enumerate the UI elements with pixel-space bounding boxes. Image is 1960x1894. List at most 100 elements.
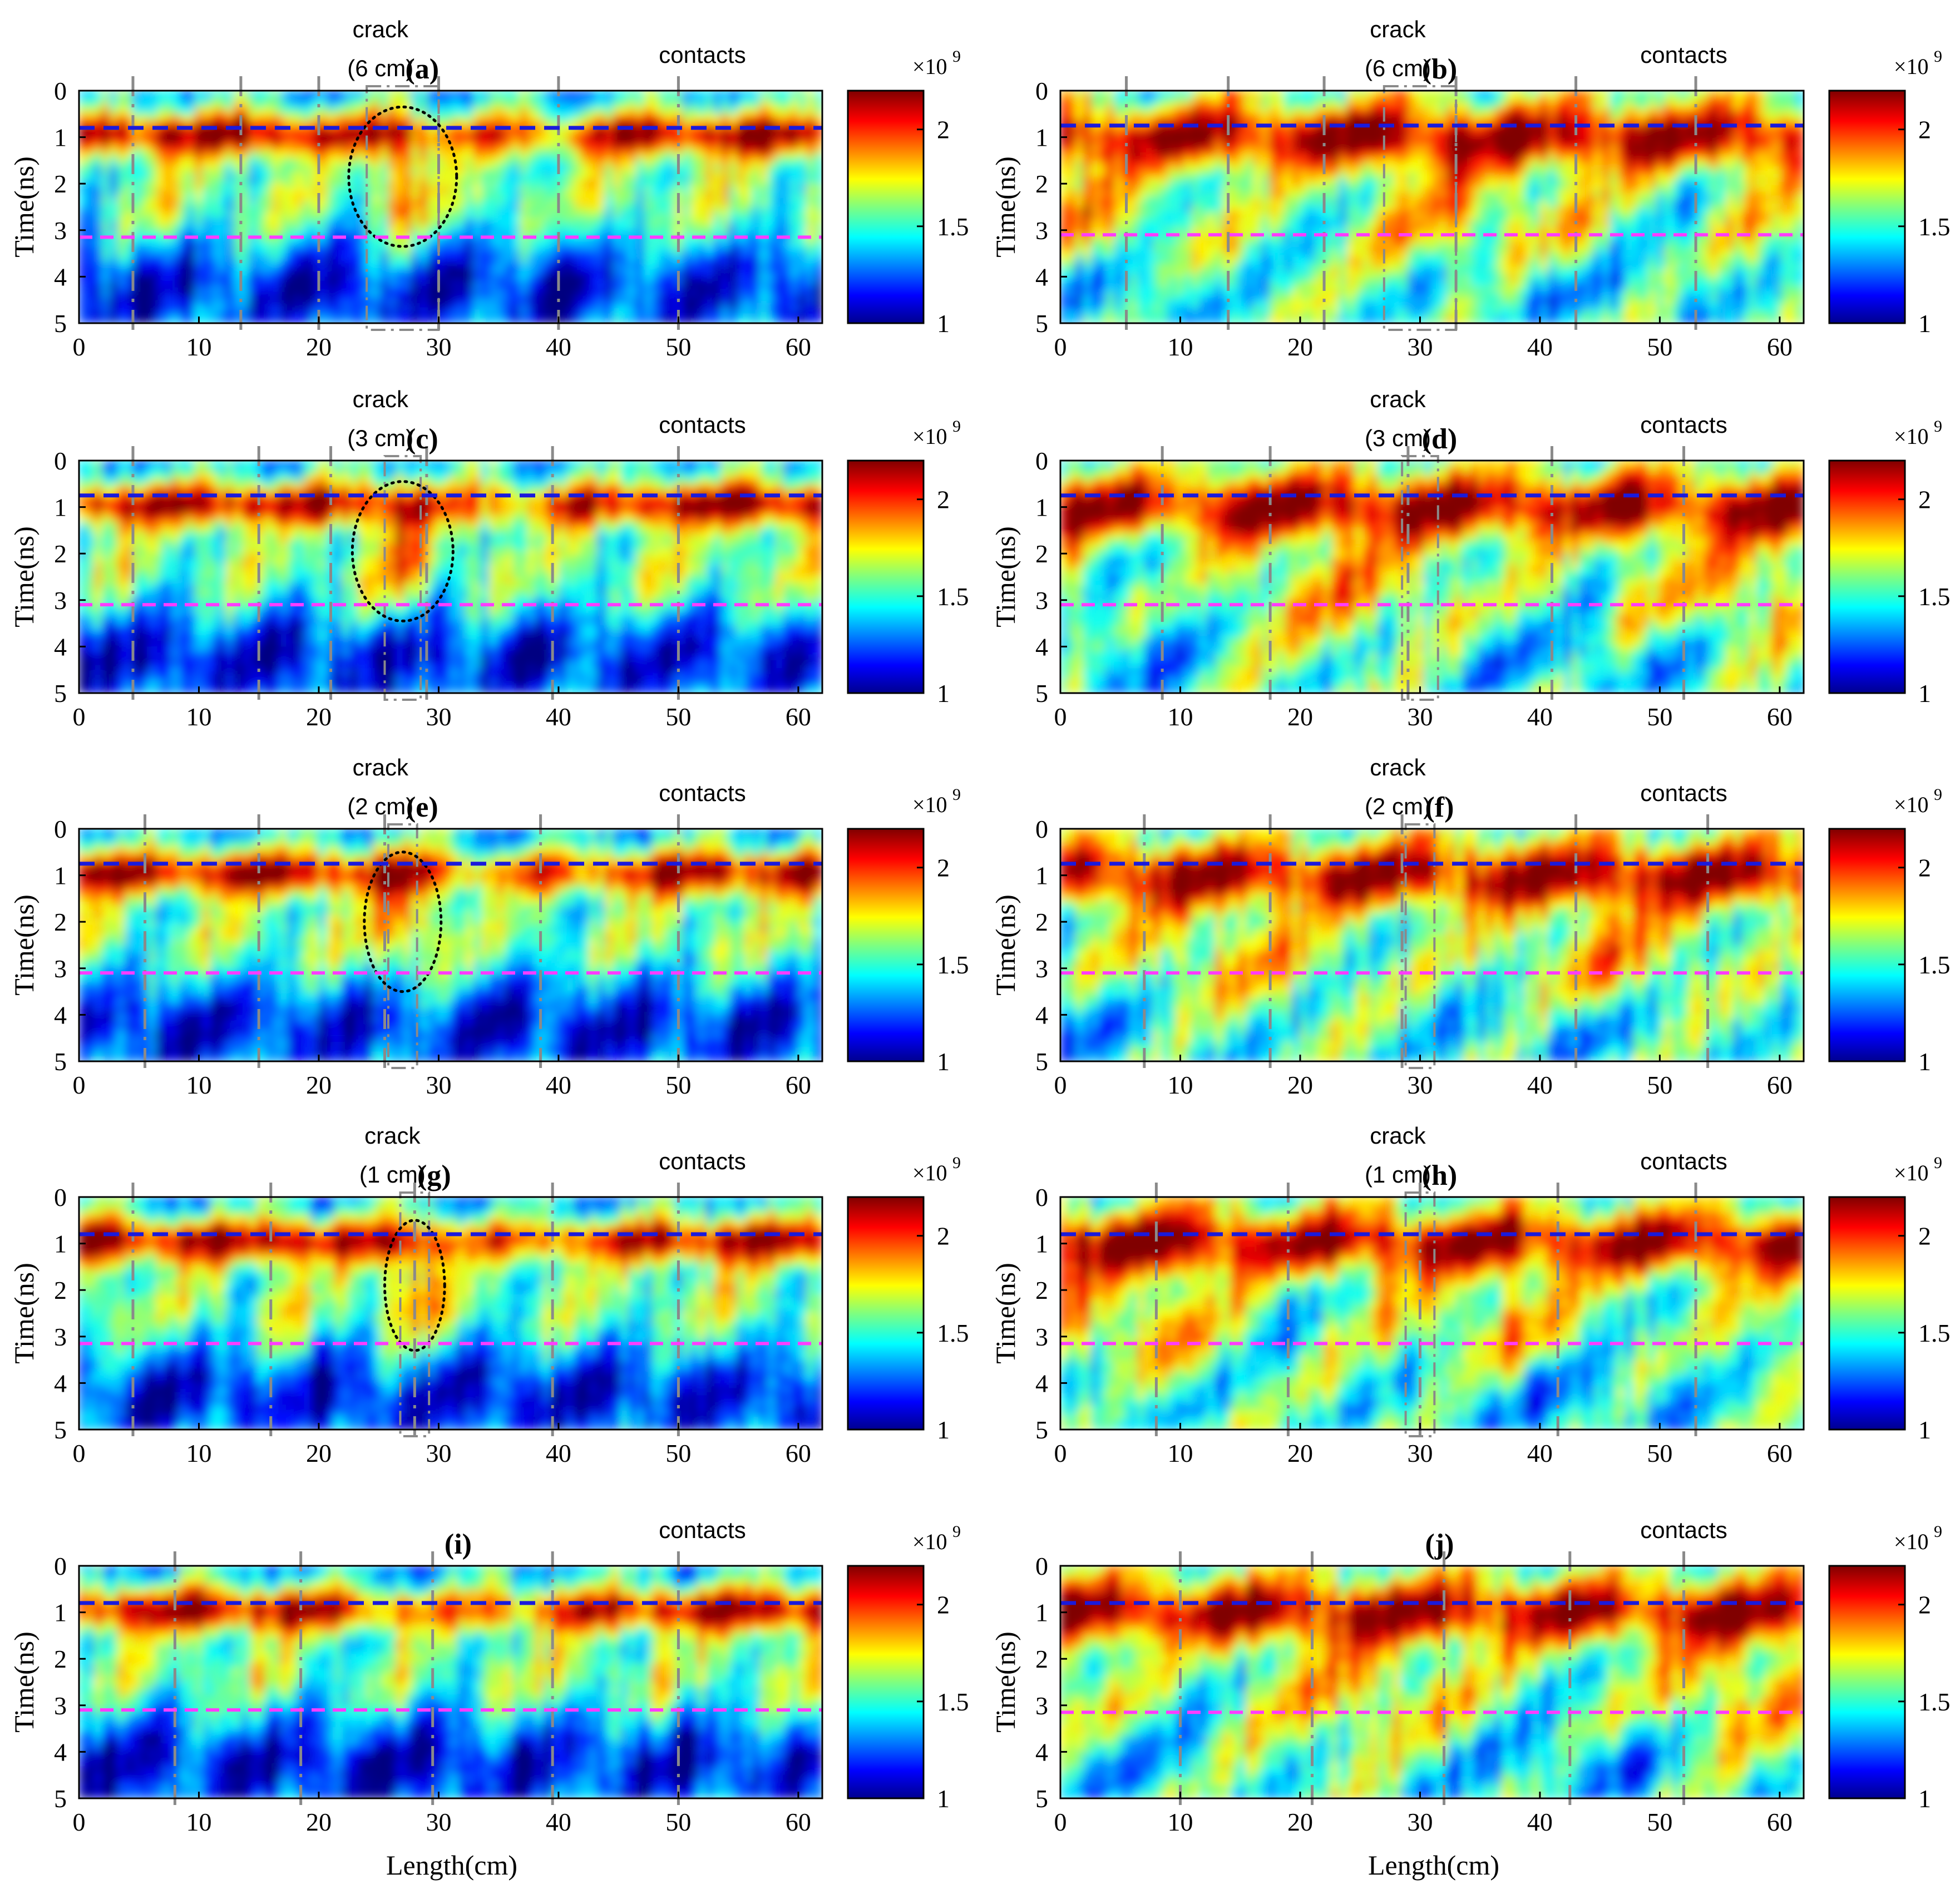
- crack-box: [1401, 455, 1439, 701]
- x-tick-label: 0: [1054, 1439, 1067, 1467]
- panel-d: 0 10 20 30 40 50 60 0 1 2 3 4 5 Time(ns) (d) crack (3 cm…: [990, 386, 1951, 731]
- plot-frame: [78, 828, 823, 1062]
- colorbar-tick-label: 1.5: [937, 212, 969, 241]
- x-tick-label: 30: [426, 703, 451, 731]
- y-tick-label: 3: [54, 1692, 67, 1720]
- x-tick-label: 20: [306, 1808, 332, 1836]
- y-tick-label: 0: [1035, 1183, 1048, 1211]
- y-tick-label: 0: [54, 815, 67, 843]
- crack-label: crack: [353, 386, 409, 412]
- y-tick-label: 5: [1035, 679, 1048, 708]
- y-tick-label: 4: [1035, 263, 1048, 291]
- x-tick-label: 30: [426, 1071, 451, 1099]
- x-tick-label: 20: [1287, 1808, 1313, 1836]
- x-tick-label: 20: [306, 1439, 332, 1467]
- panel-c: 0 10 20 30 40 50 60 0 1 2 3 4 5 Time(ns) (c) crack (3 cm…: [8, 386, 969, 731]
- panel-letter: (i): [445, 1529, 472, 1560]
- x-axis-label-right: Length(cm): [1368, 1850, 1499, 1881]
- x-tick-label: 30: [1407, 1071, 1433, 1099]
- colorbar-exponent: ×10: [912, 54, 947, 79]
- y-tick-label: 0: [1035, 447, 1048, 475]
- y-tick-label: 4: [1035, 1001, 1048, 1029]
- x-tick-label: 0: [1054, 333, 1067, 361]
- crack-box: [399, 1191, 431, 1437]
- colorbar-tick-label: 1.5: [1918, 1319, 1951, 1347]
- y-tick-label: 5: [1035, 309, 1048, 338]
- colorbar: [1828, 459, 1906, 694]
- x-tick-label: 0: [73, 1439, 86, 1467]
- colorbar-tick-label: 2: [1918, 854, 1931, 882]
- colorbar-exponent-power: 9: [952, 1154, 961, 1172]
- x-tick-label: 40: [546, 703, 571, 731]
- y-tick-label: 3: [54, 216, 67, 245]
- y-tick-label: 3: [1035, 1692, 1048, 1720]
- colorbar: [1828, 1565, 1906, 1799]
- y-tick-label: 4: [1035, 632, 1048, 661]
- plot-frame: [78, 1196, 823, 1431]
- y-tick-label: 4: [1035, 1369, 1048, 1397]
- anomaly-ellipse: [350, 480, 455, 622]
- y-tick-label: 3: [1035, 216, 1048, 245]
- y-tick-label: 3: [54, 586, 67, 615]
- anomaly-ellipse: [383, 1219, 446, 1352]
- colorbar-exponent: ×10: [912, 1529, 947, 1554]
- plot-frame: [1059, 1565, 1805, 1799]
- y-tick-label: 4: [54, 1738, 67, 1766]
- x-tick-label: 0: [73, 1071, 86, 1099]
- heatmap-a: [79, 91, 822, 323]
- plot-frame: [1059, 90, 1805, 324]
- panel-j: 0 10 20 30 40 50 60 0 1 2 3 4 5 Time(ns) (j) contacts 2 1…: [990, 1517, 1951, 1836]
- y-tick-label: 2: [54, 540, 67, 568]
- x-tick-label: 20: [1287, 1071, 1313, 1099]
- colorbar-tick-label: 1.5: [1918, 212, 1951, 241]
- panel-letter: (h): [1422, 1160, 1458, 1191]
- contacts-label: contacts: [659, 780, 746, 806]
- y-tick-label: 1: [1035, 1599, 1048, 1627]
- panel-letter: (c): [406, 423, 438, 455]
- x-tick-label: 50: [1647, 703, 1672, 731]
- crack-width-label: (1 cm): [359, 1161, 426, 1188]
- crack-label: crack: [1370, 16, 1426, 42]
- y-axis-label: Time(ns): [8, 526, 40, 627]
- contacts-label: contacts: [1640, 1517, 1727, 1543]
- x-tick-label: 60: [786, 333, 811, 361]
- crack-width-label: (2 cm): [1365, 793, 1431, 819]
- y-tick-label: 2: [54, 170, 67, 198]
- x-tick-label: 50: [665, 333, 691, 361]
- y-axis-label: Time(ns): [8, 894, 40, 996]
- y-axis-label: Time(ns): [8, 1263, 40, 1364]
- colorbar-tick-label: 1: [1918, 679, 1931, 708]
- colorbar-tick-label: 1.5: [937, 1319, 969, 1347]
- crack-label: crack: [353, 16, 409, 42]
- anomaly-ellipse: [347, 105, 458, 248]
- panel-letter: (a): [405, 53, 439, 85]
- x-tick-label: 0: [73, 703, 86, 731]
- x-tick-label: 40: [1527, 333, 1553, 361]
- y-axis-label: Time(ns): [990, 156, 1021, 258]
- x-tick-label: 10: [186, 333, 211, 361]
- x-tick-label: 60: [786, 1071, 811, 1099]
- x-tick-label: 30: [1407, 703, 1433, 731]
- x-tick-label: 20: [306, 1071, 332, 1099]
- plot-frame: [78, 1565, 823, 1799]
- x-tick-label: 20: [306, 333, 332, 361]
- panel-letter: (f): [1425, 792, 1454, 823]
- panel-h: 0 10 20 30 40 50 60 0 1 2 3 4 5 Time(ns) (h) crack (1 cm…: [990, 1122, 1951, 1467]
- x-tick-label: 20: [1287, 1439, 1313, 1467]
- colorbar-tick-label: 1: [937, 1416, 950, 1444]
- y-tick-label: 4: [54, 1369, 67, 1397]
- crack-box: [387, 823, 418, 1069]
- x-tick-label: 60: [786, 703, 811, 731]
- colorbar: [847, 1565, 925, 1799]
- y-tick-label: 4: [54, 632, 67, 661]
- x-tick-label: 40: [546, 1439, 571, 1467]
- x-tick-label: 60: [1767, 333, 1793, 361]
- y-tick-label: 5: [54, 679, 67, 708]
- x-tick-label: 50: [665, 1439, 691, 1467]
- x-tick-label: 20: [1287, 703, 1313, 731]
- x-tick-label: 60: [786, 1439, 811, 1467]
- panel-i: 0 10 20 30 40 50 60 0 1 2 3 4 5 Time(ns) (i) contacts 2 1…: [8, 1517, 969, 1836]
- colorbar: [1828, 1196, 1906, 1431]
